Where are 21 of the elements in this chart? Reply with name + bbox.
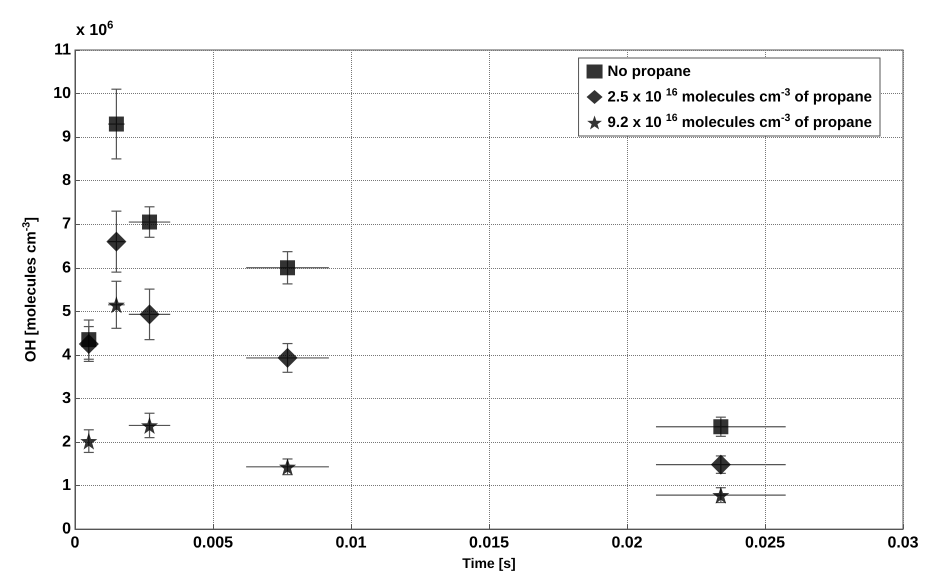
y-tick-label: 8 [62, 172, 72, 190]
y-tick-label: 9 [62, 128, 72, 146]
legend-label: No propane [608, 63, 691, 80]
y-tick-label: 11 [54, 42, 72, 58]
x-tick-label: 0.005 [192, 534, 234, 552]
y-tick-label: 0 [62, 520, 72, 538]
x-tick-label: 0.015 [468, 534, 510, 552]
y-tick-label: 3 [62, 390, 72, 407]
y-tick-label: 1 [62, 477, 72, 494]
y-axis-title: OH [molecules cm-3] [20, 216, 40, 362]
y-tick-label: 10 [53, 85, 72, 102]
x-tick-label: 0.02 [611, 534, 643, 552]
x-tick-label: 0.03 [887, 534, 919, 552]
x-axis-title: Time [s] [462, 555, 516, 571]
y-tick-label: 7 [62, 216, 72, 233]
y-tick-label: 4 [62, 346, 72, 364]
x-tick-label: 0.025 [744, 534, 786, 552]
y-tick-label: 2 [62, 433, 72, 450]
y-tick-label: 6 [62, 259, 72, 276]
x-tick-label: 0.01 [335, 534, 367, 552]
y-tick-label: 5 [62, 302, 72, 320]
